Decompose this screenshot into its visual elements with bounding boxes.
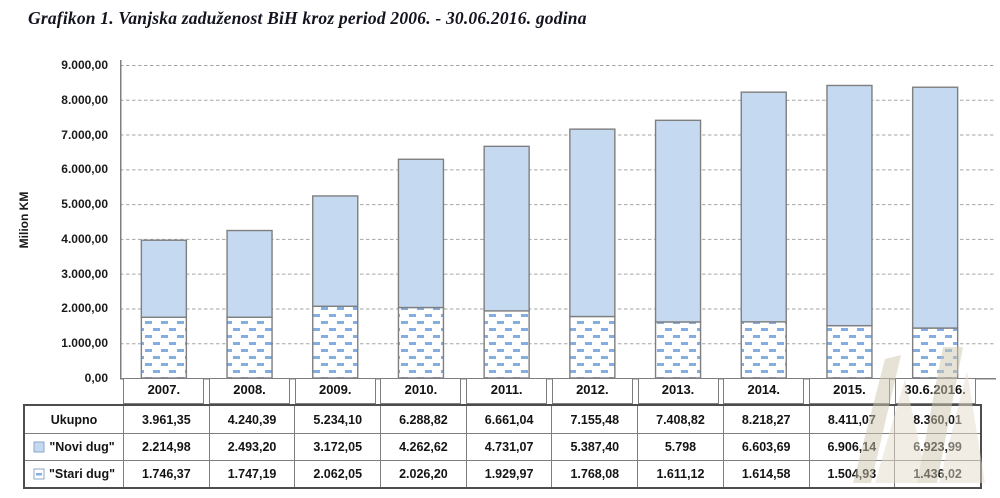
table-value-cell: 6.603,69 <box>722 433 809 460</box>
table-value-cell: 1.504,93 <box>808 460 895 487</box>
bar-segment-stari-dug <box>826 324 873 379</box>
table-value-cell: 1.746,37 <box>123 460 209 487</box>
bar-segment-stari-dug <box>654 321 702 379</box>
table-value-cell: 1.436,02 <box>894 460 980 487</box>
row-label: "Novi dug" <box>49 440 115 454</box>
bar-segment-stari-dug <box>483 310 530 379</box>
x-category-label: 2014. <box>723 378 805 404</box>
table-value-cell: 7.408,82 <box>637 406 723 433</box>
table-value-cell: 1.614,58 <box>722 460 809 487</box>
row-header-ukupno: Ukupno <box>25 406 123 433</box>
table-value-cell: 5.387,40 <box>551 433 638 460</box>
bar-segment-stari-dug <box>140 316 188 379</box>
plot-area <box>120 60 996 380</box>
x-category-label: 2013. <box>637 378 719 404</box>
table-value-cell: 7.155,48 <box>551 406 637 433</box>
y-tick-label: 1.000,00 <box>61 336 108 351</box>
x-category-label: 30.6.2016. <box>894 378 976 404</box>
row-header-novi-dug: "Novi dug" <box>25 433 123 460</box>
bar-segment-stari-dug <box>911 327 959 379</box>
table-value-cell: 1.768,08 <box>551 460 638 487</box>
y-tick-label: 6.000,00 <box>61 162 108 177</box>
y-tick-label: 3.000,00 <box>61 266 108 281</box>
bar-segment-stari-dug <box>226 316 273 379</box>
x-category-label: 2008. <box>209 378 291 404</box>
bar-segment-stari-dug <box>740 321 787 379</box>
table-value-cell: 3.961,35 <box>123 406 209 433</box>
legend-swatch-icon <box>33 468 45 480</box>
y-tick-label: 9.000,00 <box>61 57 108 72</box>
table-value-cell: 5.234,10 <box>294 406 380 433</box>
bar-segment-novi-dug <box>226 229 273 318</box>
table-value-cell: 2.062,05 <box>294 460 381 487</box>
bar-segment-stari-dug <box>569 315 616 379</box>
table-value-cell: 4.240,39 <box>208 406 295 433</box>
bar-segment-stari-dug <box>312 305 359 379</box>
y-tick-label: 7.000,00 <box>61 127 108 142</box>
y-tick-label: 8.000,00 <box>61 92 108 107</box>
table-value-cell: 2.214,98 <box>123 433 209 460</box>
x-category-label: 2015. <box>808 378 890 404</box>
bar-segment-novi-dug <box>654 119 702 323</box>
x-category-label: 2007. <box>123 378 205 404</box>
table-value-cell: 2.026,20 <box>380 460 466 487</box>
table-value-cell: 6.923,99 <box>894 433 980 460</box>
bar-segment-novi-dug <box>397 158 445 309</box>
bar-segment-stari-dug <box>397 306 445 379</box>
x-category-label: 2012. <box>551 378 633 404</box>
bar-segment-novi-dug <box>569 128 616 318</box>
table-value-cell: 8.360,01 <box>894 406 980 433</box>
table-value-cell: 1.929,97 <box>465 460 552 487</box>
row-header-stari-dug: "Stari dug" <box>25 460 123 487</box>
bar-segment-novi-dug <box>483 145 530 312</box>
bar-segment-novi-dug <box>911 86 959 329</box>
table-value-cell: 8.411,07 <box>808 406 895 433</box>
y-tick-label: 0,00 <box>84 371 108 385</box>
table-value-cell: 6.288,82 <box>380 406 466 433</box>
x-category-label: 2009. <box>294 378 376 404</box>
x-category-label: 2011. <box>466 378 548 404</box>
table-value-cell: 2.493,20 <box>208 433 295 460</box>
table-value-cell: 1.747,19 <box>208 460 295 487</box>
bar-segment-novi-dug <box>826 84 873 327</box>
table-value-cell: 1.611,12 <box>637 460 723 487</box>
y-tick-label: 4.000,00 <box>61 231 108 246</box>
table-value-cell: 4.262,62 <box>380 433 466 460</box>
y-tick-label: 5.000,00 <box>61 197 108 212</box>
y-tick-label: 2.000,00 <box>61 301 108 316</box>
table-value-cell: 6.906,14 <box>808 433 895 460</box>
x-category-label: 2010. <box>380 378 462 404</box>
chart-title: Grafikon 1. Vanjska zaduženost BiH kroz … <box>28 8 587 28</box>
legend-swatch-icon <box>33 441 45 453</box>
table-value-cell: 4.731,07 <box>465 433 552 460</box>
data-table: Ukupno 3.961,35 4.240,39 5.234,10 6.288,82 6.… <box>23 404 982 489</box>
bar-segment-novi-dug <box>140 239 188 318</box>
table-value-cell: 3.172,05 <box>294 433 381 460</box>
row-label: "Stari dug" <box>48 467 116 481</box>
table-value-cell: 6.661,04 <box>465 406 552 433</box>
row-label: Ukupno <box>50 412 98 427</box>
bar-segment-novi-dug <box>740 91 787 323</box>
table-value-cell: 8.218,27 <box>722 406 809 433</box>
bar-segment-novi-dug <box>312 195 359 307</box>
table-value-cell: 5.798 <box>637 433 723 460</box>
